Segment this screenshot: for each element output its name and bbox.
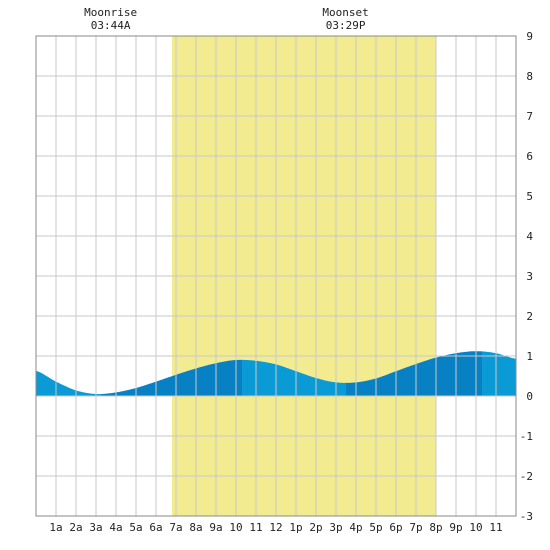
x-tick-label: 4p: [349, 521, 362, 534]
y-tick-label: 7: [526, 110, 533, 123]
moonset-label: Moonset: [322, 6, 368, 19]
y-tick-label: 2: [526, 310, 533, 323]
y-axis-ticks: 9 8 7 6 5 4 3 2 1 0 -1 -2 -3: [520, 30, 534, 523]
x-tick-label: 1p: [289, 521, 302, 534]
x-tick-label: 7a: [169, 521, 182, 534]
x-tick-label: 8p: [429, 521, 442, 534]
grid: [36, 36, 516, 516]
moonrise-time: 03:44A: [91, 19, 131, 32]
y-tick-label: 4: [526, 230, 533, 243]
x-tick-label: 10: [469, 521, 482, 534]
y-tick-label: 1: [526, 350, 533, 363]
tide-area-segment: [346, 351, 482, 396]
y-tick-label: 0: [526, 390, 533, 403]
x-tick-label: 11: [489, 521, 502, 534]
tide-area-segment: [482, 351, 516, 396]
x-tick-label: 3p: [329, 521, 342, 534]
moonset-time: 03:29P: [326, 19, 366, 32]
x-axis-ticks: 1a 2a 3a 4a 5a 6a 7a 8a 9a 10 11 12 1p 2p 3p 4p 5p 6p 7p 8p…: [49, 521, 502, 534]
x-tick-label: 5p: [369, 521, 382, 534]
y-tick-label: -3: [520, 510, 533, 523]
x-tick-label: 4a: [109, 521, 122, 534]
x-tick-label: 6p: [389, 521, 402, 534]
tide-area-segment: [242, 359, 346, 396]
x-tick-label: 2a: [69, 521, 82, 534]
y-tick-label: 5: [526, 190, 533, 203]
x-tick-label: 8a: [189, 521, 202, 534]
x-tick-label: 3a: [89, 521, 102, 534]
x-tick-label: 10: [229, 521, 242, 534]
moonrise-label: Moonrise: [84, 6, 137, 19]
y-tick-label: -1: [520, 430, 533, 443]
x-tick-label: 9p: [449, 521, 462, 534]
plot-frame: [35, 35, 517, 517]
x-tick-label: 5a: [129, 521, 142, 534]
y-tick-label: 8: [526, 70, 533, 83]
x-tick-label: 6a: [149, 521, 162, 534]
x-tick-label: 7p: [409, 521, 422, 534]
tide-area: [36, 351, 516, 396]
tide-area-segment: [36, 370, 102, 396]
y-tick-label: 6: [526, 150, 533, 163]
y-tick-label: 3: [526, 270, 533, 283]
x-tick-label: 2p: [309, 521, 322, 534]
tide-area-segment: [102, 359, 242, 396]
y-tick-label: 9: [526, 30, 533, 43]
x-tick-label: 9a: [209, 521, 222, 534]
x-tick-label: 1a: [49, 521, 62, 534]
x-tick-label: 12: [269, 521, 282, 534]
x-tick-label: 11: [249, 521, 262, 534]
y-tick-label: -2: [520, 470, 533, 483]
